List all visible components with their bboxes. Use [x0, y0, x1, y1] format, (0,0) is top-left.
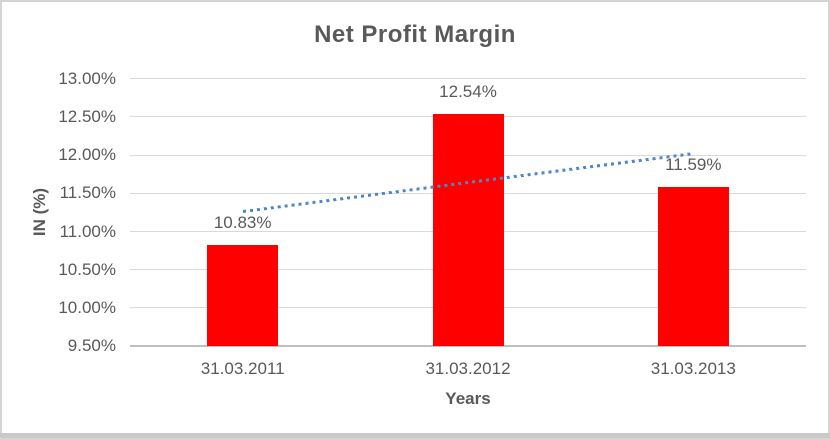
data-label: 11.59%	[665, 154, 722, 174]
bar	[432, 114, 504, 346]
x-axis-line	[130, 345, 806, 347]
data-label: 10.83%	[213, 212, 272, 232]
x-tick-label: 31.03.2013	[650, 359, 736, 378]
y-tick-label: 10.50%	[58, 259, 116, 279]
x-axis-title: Years	[445, 389, 491, 408]
bar	[207, 244, 279, 346]
x-tick-label: 31.03.2011	[200, 359, 285, 378]
y-tick-label: 12.00%	[58, 145, 116, 165]
gridline	[130, 78, 806, 80]
y-tick-label: 13.00%	[58, 69, 116, 88]
bar	[657, 186, 729, 346]
y-tick-label: 9.50%	[67, 336, 116, 355]
y-tick-label: 12.50%	[58, 107, 116, 127]
chart-title: Net Profit Margin	[314, 21, 516, 48]
data-label: 12.54%	[439, 82, 497, 102]
y-tick-label: 11.50%	[59, 183, 116, 203]
bottom-strip	[0, 433, 830, 438]
x-tick-label: 31.03.2012	[425, 359, 511, 378]
y-tick-label: 11.00%	[59, 221, 116, 241]
y-tick-label: 10.00%	[58, 297, 116, 317]
